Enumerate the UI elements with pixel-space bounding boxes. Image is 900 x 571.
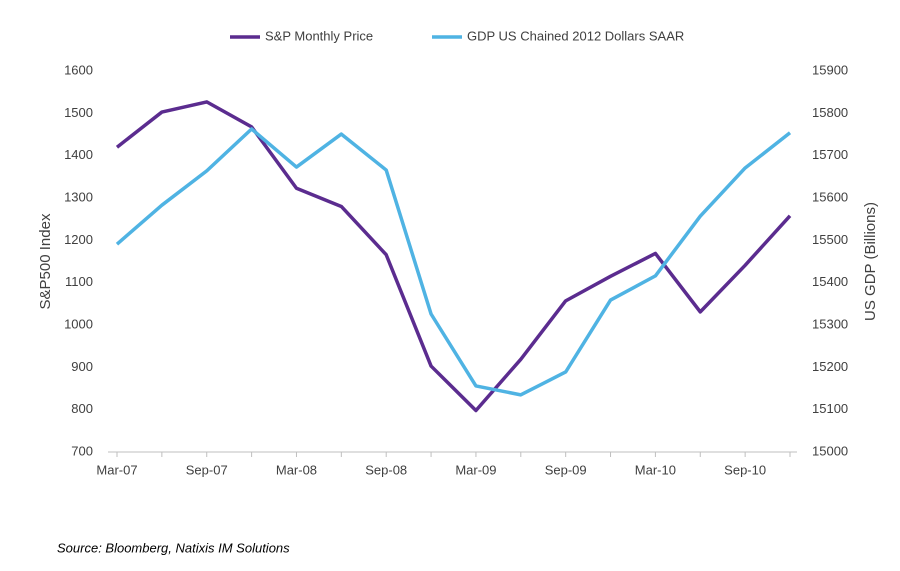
y-tick-label: 1200 [64, 232, 93, 247]
y2-tick-label: 15500 [812, 232, 848, 247]
y2-tick-label: 15700 [812, 147, 848, 162]
y-tick-label: 900 [71, 359, 93, 374]
x-tick-label: Sep-09 [545, 462, 587, 477]
x-tick-label: Mar-07 [96, 462, 137, 477]
y-tick-label: 1300 [64, 189, 93, 204]
y-tick-label: 1000 [64, 316, 93, 331]
y2-tick-label: 15200 [812, 359, 848, 374]
legend-label: S&P Monthly Price [265, 28, 373, 43]
y2-tick-label: 15800 [812, 105, 848, 120]
y2-tick-label: 15400 [812, 274, 848, 289]
y2-tick-label: 15900 [812, 62, 848, 77]
y-axis-label: S&P500 Index [37, 213, 54, 309]
y2-tick-label: 15300 [812, 316, 848, 331]
x-tick-label: Mar-10 [635, 462, 676, 477]
y-tick-label: 1600 [64, 62, 93, 77]
y2-tick-label: 15100 [812, 401, 848, 416]
y2-tick-label: 15000 [812, 443, 848, 458]
x-tick-label: Mar-09 [455, 462, 496, 477]
y-tick-label: 1400 [64, 147, 93, 162]
x-tick-label: Sep-07 [186, 462, 228, 477]
x-tick-label: Sep-08 [365, 462, 407, 477]
y2-tick-label: 15600 [812, 189, 848, 204]
y2-axis-label: US GDP (Billions) [862, 202, 879, 321]
y-tick-label: 1100 [65, 274, 93, 289]
y-tick-label: 700 [71, 443, 93, 458]
y-tick-label: 800 [71, 401, 93, 416]
legend-label: GDP US Chained 2012 Dollars SAAR [467, 28, 684, 43]
source-note: Source: Bloomberg, Natixis IM Solutions [57, 540, 290, 555]
x-tick-label: Sep-10 [724, 462, 766, 477]
x-tick-label: Mar-08 [276, 462, 317, 477]
series-line [115, 127, 792, 397]
series-line [115, 100, 792, 413]
y-tick-label: 1500 [64, 105, 93, 120]
